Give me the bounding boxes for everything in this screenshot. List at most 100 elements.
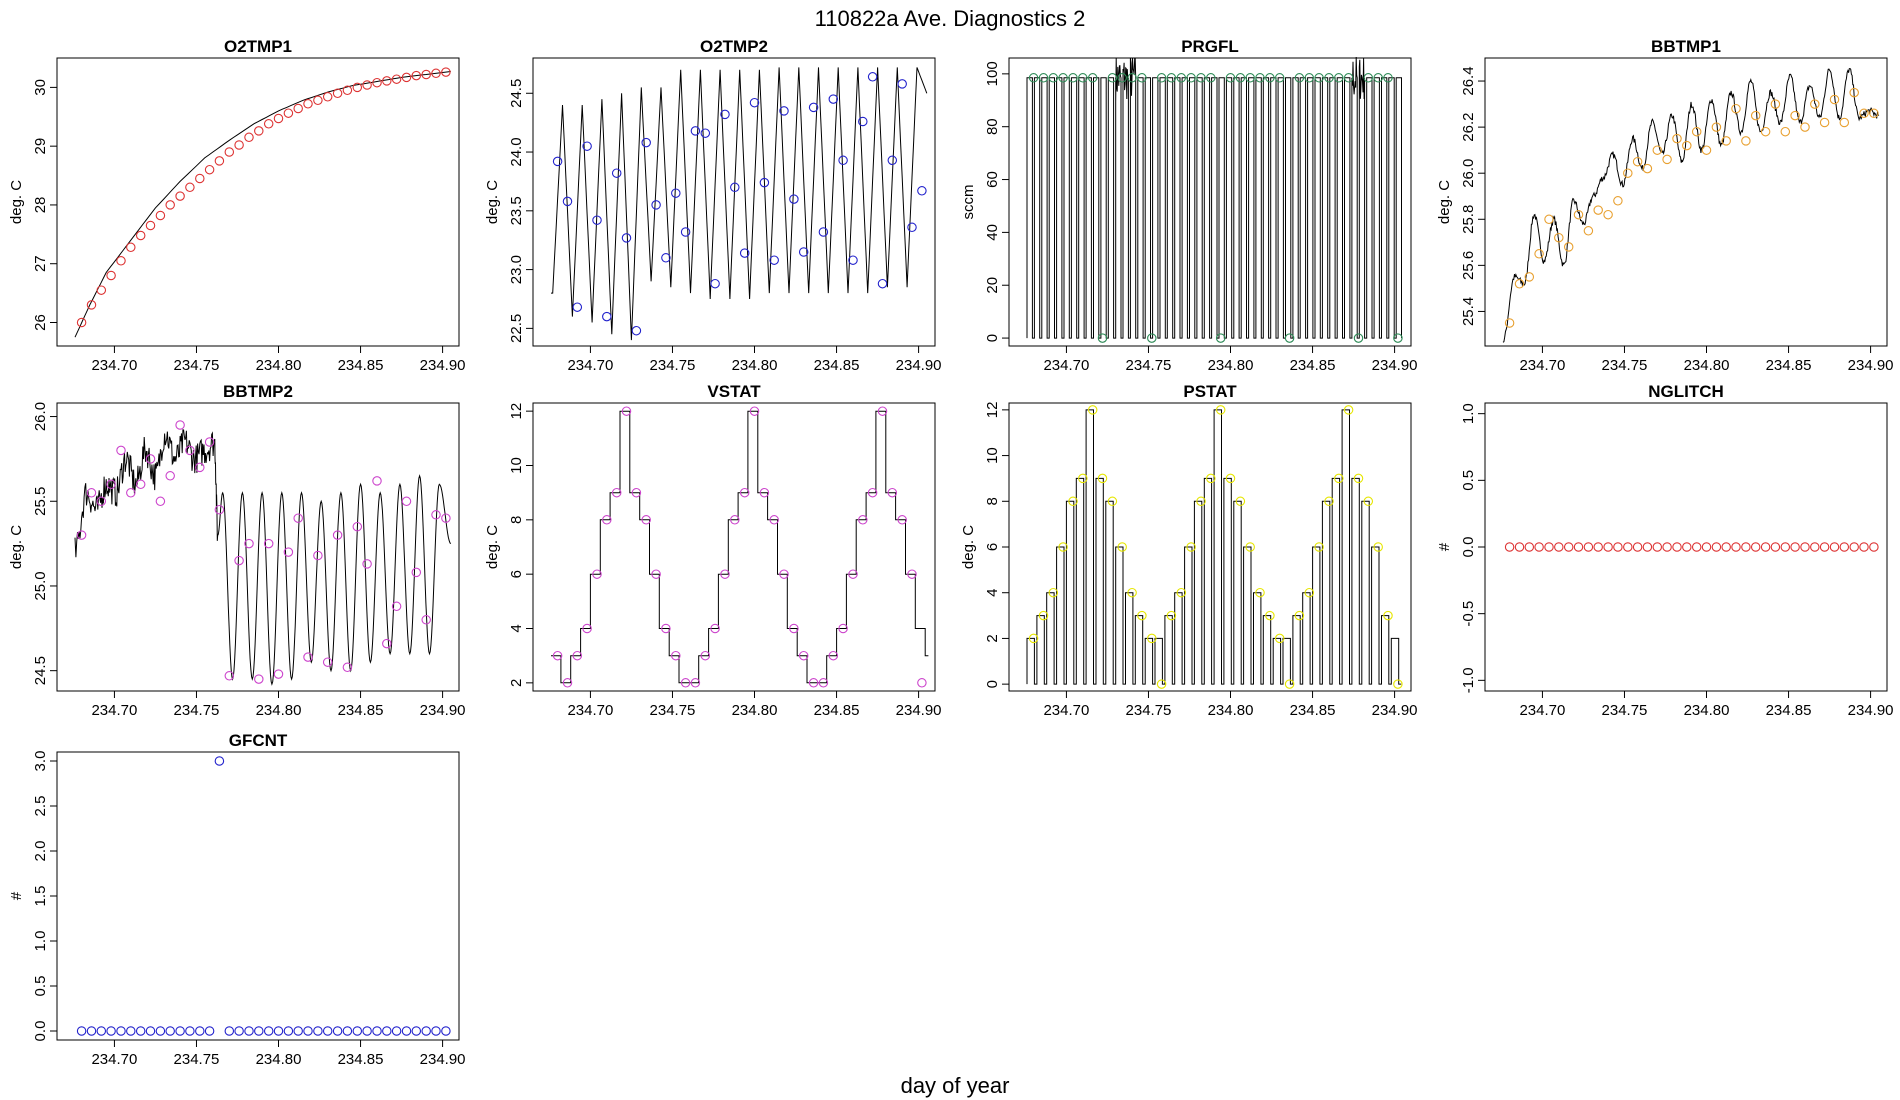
plot-frame	[532, 402, 936, 692]
panel-gfcnt: GFCNT 234.70 234.75 234.80 234.85 234.90 0.0 0.…	[8, 731, 466, 1068]
y-tick-label: 24.5	[32, 656, 49, 685]
data-point	[372, 1026, 382, 1036]
data-point	[1137, 610, 1147, 621]
plot-frame	[1484, 57, 1888, 347]
data-point	[116, 256, 126, 266]
data-point	[641, 137, 651, 148]
y-tick-label: 25.8	[1460, 205, 1477, 234]
data-point	[1839, 117, 1850, 128]
data-point	[759, 487, 770, 498]
data-point	[680, 227, 691, 237]
y-tick-label: 10	[984, 447, 1001, 464]
y-tick-label: 0.0	[32, 1021, 49, 1042]
data-point	[431, 1026, 441, 1036]
series-line	[551, 67, 928, 341]
data-point	[1514, 279, 1525, 289]
series-step-line	[551, 410, 929, 684]
data-point	[293, 103, 303, 114]
data-point	[769, 515, 779, 525]
data-point	[1235, 496, 1246, 507]
data-point	[1711, 122, 1722, 132]
data-point	[1383, 73, 1393, 83]
data-point	[332, 530, 343, 540]
data-point	[273, 669, 284, 679]
data-point	[1563, 542, 1574, 552]
data-point	[700, 128, 711, 138]
data-point	[1048, 73, 1059, 83]
data-point	[1265, 73, 1275, 83]
x-tick-label: 234.70	[91, 1051, 137, 1068]
data-point	[1324, 496, 1334, 507]
data-point	[877, 278, 888, 289]
data-point	[1078, 73, 1088, 83]
data-point	[1156, 679, 1167, 689]
data-point	[441, 1026, 451, 1036]
data-point	[322, 657, 333, 667]
data-point	[798, 247, 809, 257]
data-point	[96, 1026, 107, 1036]
data-point	[1393, 679, 1403, 689]
data-point	[1613, 542, 1623, 552]
x-tick-label: 234.75	[650, 357, 696, 374]
y-tick-label: 24.0	[508, 137, 525, 166]
data-point	[76, 530, 87, 540]
data-point	[1593, 542, 1603, 552]
data-point	[1087, 405, 1098, 415]
panel-pstat: PSTAT 234.70 234.75 234.80 234.85 234.90 0 2 4 6 8…	[960, 382, 1418, 719]
x-tick-label: 234.85	[814, 357, 860, 374]
data-point	[1117, 73, 1127, 83]
data-point	[1284, 333, 1295, 343]
y-tick-label: 2	[508, 679, 525, 687]
data-point	[234, 555, 244, 566]
data-point	[421, 1026, 431, 1036]
data-point	[917, 186, 927, 196]
data-point	[680, 678, 691, 688]
data-point	[342, 1026, 353, 1036]
x-tick-label: 234.85	[1766, 702, 1812, 719]
series-line	[74, 429, 452, 686]
data-point	[293, 1026, 303, 1036]
plot-frame	[1008, 57, 1412, 347]
data-point	[1682, 140, 1692, 151]
data-point	[1343, 73, 1354, 83]
data-point	[195, 1026, 205, 1036]
data-point	[1652, 542, 1663, 552]
data-point	[1215, 333, 1226, 343]
panel-title: PSTAT	[1183, 382, 1237, 401]
y-tick-label: 25.5	[32, 487, 49, 516]
data-point	[106, 1026, 116, 1036]
x-tick-label: 234.85	[1290, 702, 1336, 719]
data-point	[1770, 99, 1781, 109]
y-axis-label: sccm	[960, 185, 977, 220]
data-point	[165, 200, 175, 210]
data-point	[1245, 542, 1255, 552]
data-point	[877, 406, 888, 416]
data-point	[1672, 542, 1682, 552]
data-point	[1741, 542, 1751, 552]
data-point	[1662, 542, 1672, 552]
data-point	[1623, 168, 1633, 178]
data-point	[1701, 542, 1712, 552]
data-point	[372, 77, 382, 88]
data-point	[303, 1026, 313, 1036]
data-point	[867, 487, 878, 498]
data-point	[1849, 87, 1859, 98]
data-point	[917, 678, 927, 688]
data-point	[214, 504, 225, 515]
data-point	[1869, 108, 1879, 119]
data-point	[263, 538, 274, 549]
data-point	[362, 1026, 372, 1036]
data-point	[382, 1026, 392, 1036]
data-point	[1859, 108, 1869, 119]
y-tick-label: 25.0	[32, 571, 49, 600]
data-point	[1721, 542, 1731, 552]
data-point	[106, 270, 116, 281]
data-point	[322, 92, 333, 102]
y-tick-label: -1.0	[1460, 667, 1477, 693]
data-point	[352, 82, 363, 93]
data-point	[1127, 73, 1137, 83]
x-tick-label: 234.85	[338, 702, 384, 719]
data-point	[441, 513, 451, 523]
data-point	[1304, 73, 1315, 83]
x-tick-label: 234.85	[1290, 357, 1336, 374]
